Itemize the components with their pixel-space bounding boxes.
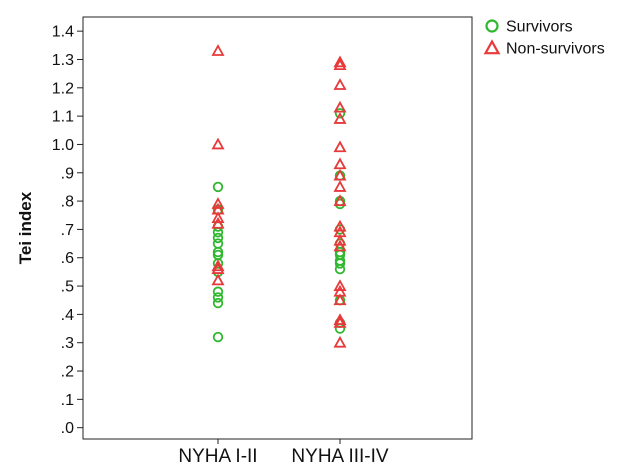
legend-circle-icon xyxy=(485,19,499,33)
non-survivor-point xyxy=(333,293,347,306)
survivor-point xyxy=(212,286,224,297)
non-survivor-point xyxy=(333,233,347,246)
survivor-point xyxy=(334,263,346,275)
survivor-point xyxy=(334,258,346,269)
y-tick-label: 1.0 xyxy=(52,137,74,154)
survivor-point xyxy=(334,108,346,119)
survivor-point xyxy=(212,292,224,303)
y-tick-label: .4 xyxy=(61,307,74,324)
non-survivor-point xyxy=(333,78,347,90)
y-tick-label: .0 xyxy=(61,420,74,437)
plot-area-frame xyxy=(82,16,473,440)
non-survivor-point xyxy=(333,219,347,232)
non-survivor-point xyxy=(333,55,347,68)
survivor-point xyxy=(212,297,224,309)
non-survivor-point xyxy=(211,262,225,274)
y-axis-ticks: .0 .1 .2 .3 .4 .5 .6 .7 .8 .9 1.0 1.1 1.2 1.3 1.4 xyxy=(52,24,83,437)
non-survivor-point xyxy=(211,259,225,272)
y-tick-label: 1.1 xyxy=(52,109,74,126)
survivor-point xyxy=(212,331,224,343)
y-tick-label: .2 xyxy=(61,364,74,381)
x-axis-category-labels: NYHA I-II NYHA III-IV xyxy=(178,439,389,467)
non-survivor-point xyxy=(211,197,225,209)
y-axis-title: Tei index xyxy=(16,191,35,264)
non-survivor-point xyxy=(333,239,347,252)
legend-triangle-icon xyxy=(483,39,501,55)
non-survivor-point xyxy=(333,316,347,328)
y-tick-label: .7 xyxy=(61,222,74,239)
non-survivor-point xyxy=(333,335,347,348)
survivor-point xyxy=(212,232,224,244)
non-survivor-point xyxy=(211,44,225,56)
non-survivor-point xyxy=(333,279,347,291)
data-points xyxy=(211,44,347,348)
non-survivor-point xyxy=(333,313,347,325)
legend-label: Non-survivors xyxy=(506,41,605,58)
non-survivor-point xyxy=(211,211,225,223)
non-survivor-point xyxy=(333,100,347,113)
y-tick-label: .3 xyxy=(61,335,74,352)
x-category-label: NYHA I-II xyxy=(178,446,257,467)
y-tick-label: .8 xyxy=(61,194,74,211)
non-survivor-point xyxy=(333,180,347,192)
y-tick-label: .1 xyxy=(61,392,74,409)
y-tick-label: 1.3 xyxy=(52,52,74,69)
x-category-label: NYHA III-IV xyxy=(291,446,388,467)
non-survivor-point xyxy=(333,168,347,181)
legend-label: Survivors xyxy=(506,19,573,36)
non-survivor-point xyxy=(211,137,225,150)
y-tick-label: .9 xyxy=(61,165,74,182)
non-survivor-point xyxy=(211,216,225,229)
non-survivor-point xyxy=(333,157,347,170)
y-tick-label: 1.2 xyxy=(52,80,74,97)
non-survivor-point xyxy=(333,194,347,206)
non-survivor-point xyxy=(211,273,225,286)
non-survivor-point xyxy=(333,58,347,71)
y-tick-label: 1.4 xyxy=(52,24,74,41)
y-tick-label: .5 xyxy=(61,279,74,296)
non-survivor-point xyxy=(333,140,347,153)
non-survivor-point xyxy=(333,112,347,124)
survivor-point xyxy=(212,181,224,193)
legend: Survivors Non-survivors xyxy=(483,19,605,58)
y-tick-label: .6 xyxy=(61,250,74,267)
